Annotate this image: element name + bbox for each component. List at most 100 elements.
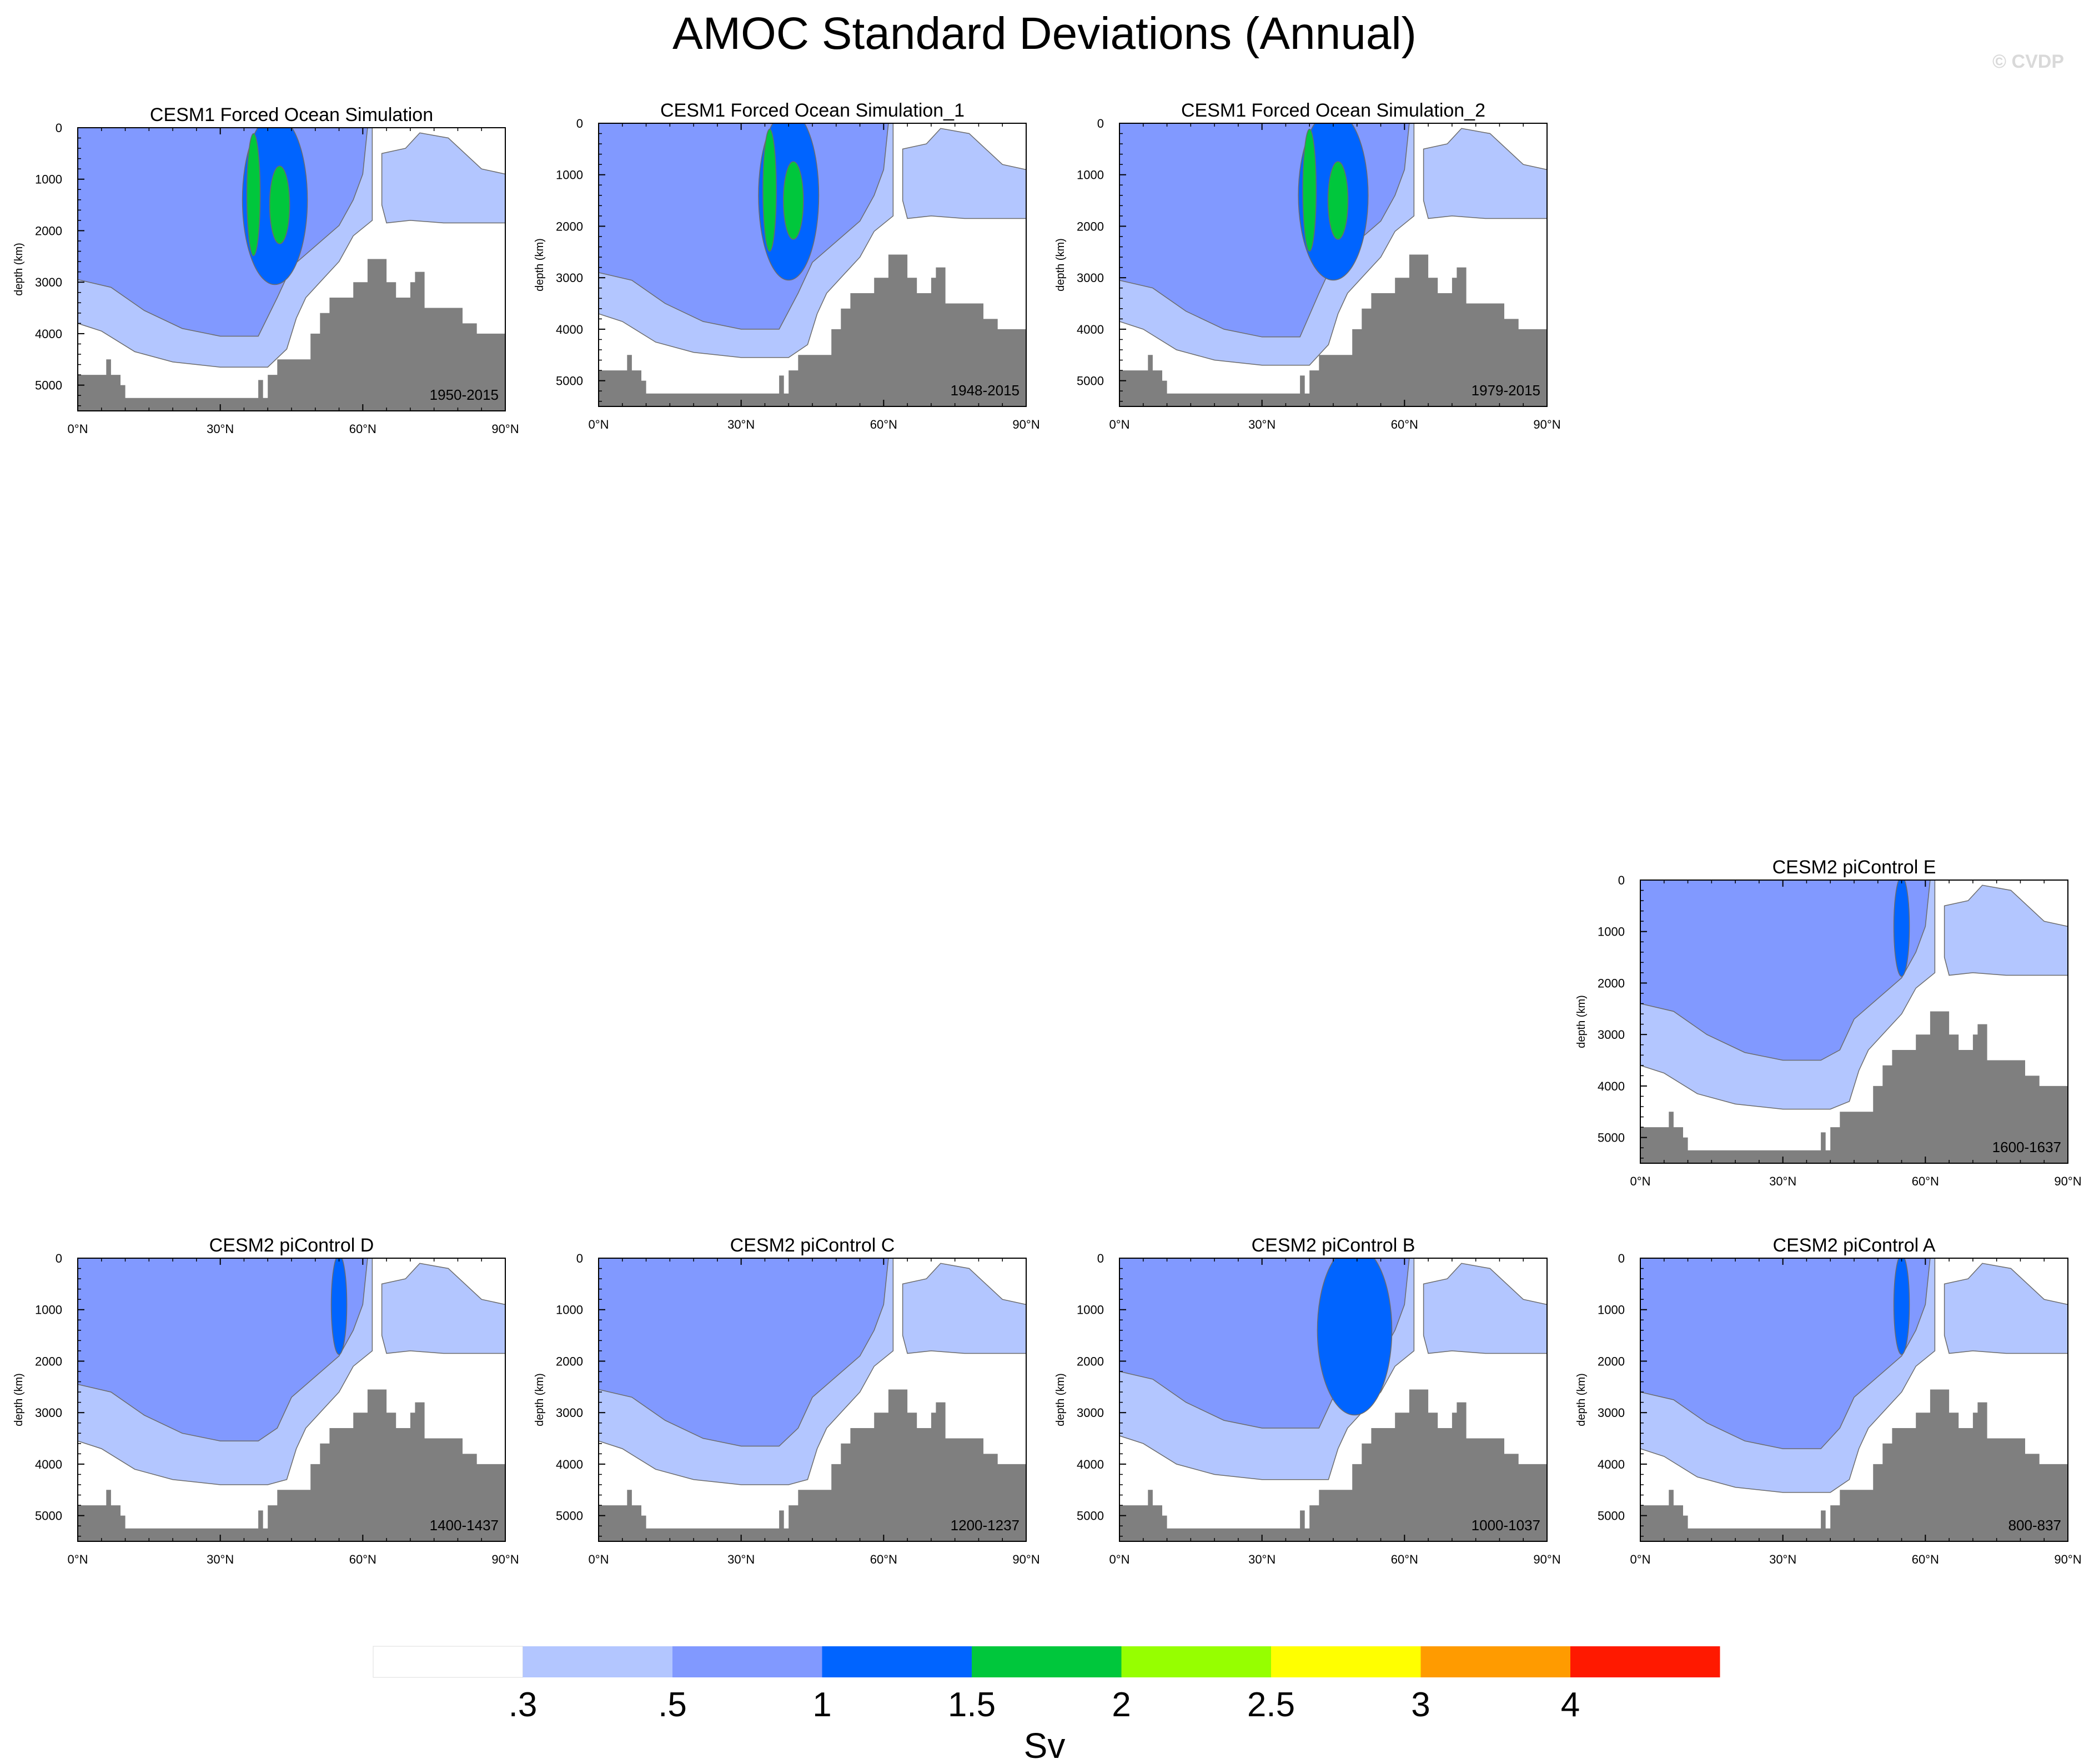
contour-level-4 [246,133,261,257]
y-tick-label: 1000 [1077,168,1104,182]
x-tick-label: 90°N [1533,418,1560,431]
y-tick-label: 3000 [556,1406,583,1420]
x-tick-label: 0°N [589,1552,609,1566]
y-axis-label: depth (km) [1575,995,1588,1048]
period-label: 1600-1637 [1992,1139,2061,1155]
contour-level-1-north [381,1263,505,1354]
contour-field [599,1258,1026,1541]
y-tick-label: 4000 [1077,323,1104,336]
x-tick-label: 30°N [1248,1552,1276,1566]
panel-title: CESM1 Forced Ocean Simulation_2 [1181,100,1485,121]
x-tick-label: 30°N [207,422,234,436]
colorbar-box [672,1646,822,1677]
y-tick-label: 1000 [556,1303,583,1317]
colorbar-tick-label: 4 [1561,1686,1580,1724]
contour-level-1-north [902,1263,1026,1354]
x-tick-label: 90°N [2054,1552,2081,1566]
y-tick-label: 5000 [1598,1509,1625,1523]
colorbar-box [822,1646,972,1677]
y-tick-label: 0 [576,1252,583,1265]
y-tick-label: 4000 [1598,1458,1625,1471]
x-tick-label: 60°N [349,1552,376,1566]
panel-title: CESM1 Forced Ocean Simulation_1 [660,100,965,121]
panel-cesm2-picontrol-a: CESM2 piControl A 0°N 30°N 60°N 90°N 0 1000 200… [1568,1230,2089,1586]
contour-level-2 [78,1258,368,1441]
y-tick-label: 3000 [1077,1406,1104,1420]
y-tick-label: 0 [1097,117,1104,130]
contour-level-3 [1893,1258,1910,1355]
y-axis-label: depth (km) [13,1373,25,1426]
panel-title: CESM2 piControl C [730,1235,895,1256]
y-tick-label: 1000 [1598,1303,1625,1317]
contour-level-4 [269,165,290,244]
period-label: 1200-1237 [951,1517,1020,1534]
y-tick-label: 2000 [556,1354,583,1368]
x-tick-label: 90°N [491,422,519,436]
colorbar-tick-label: .5 [658,1686,687,1724]
contour-level-1-north [1944,1263,2068,1354]
contour-level-2 [599,1258,889,1447]
y-tick-label: 4000 [1598,1079,1625,1093]
colorbar-box [523,1646,672,1677]
period-label: 1950-2015 [430,386,499,403]
panel-title: CESM2 piControl B [1252,1235,1415,1256]
x-tick-label: 0°N [1109,418,1130,431]
y-tick-label: 5000 [556,1509,583,1523]
x-tick-label: 0°N [68,422,88,436]
contour-level-3 [1893,880,1910,977]
y-axis-label: depth (km) [1054,238,1067,292]
period-label: 1000-1037 [1472,1517,1540,1534]
y-tick-label: 5000 [35,379,62,393]
contour-level-1-north [1423,1263,1547,1354]
panel-title: CESM2 piControl D [209,1235,374,1256]
y-tick-label: 0 [56,121,62,135]
y-tick-label: 2000 [1598,976,1625,990]
y-tick-label: 1000 [35,1303,62,1317]
colorbar-tick-label: 3 [1411,1686,1430,1724]
contour-level-1-north [1423,128,1547,219]
contour-field [1119,1258,1547,1541]
cvdp-watermark: © CVDP [1992,51,2064,72]
contour-field [78,128,505,411]
y-tick-label: 0 [576,117,583,130]
x-tick-label: 60°N [1391,418,1418,431]
x-tick-label: 90°N [1012,418,1040,431]
x-tick-label: 30°N [727,1552,755,1566]
y-axis-label: depth (km) [1054,1373,1067,1426]
y-tick-label: 4000 [1077,1458,1104,1471]
y-tick-label: 4000 [35,1458,62,1471]
contour-level-3 [330,1258,348,1355]
y-tick-label: 0 [56,1252,62,1265]
contour-level-1-north [1944,884,2068,976]
colorbar-box [972,1646,1122,1677]
panel-cesm2-picontrol-e: CESM2 piControl E 0°N 30°N 60°N 90°N 0 1000 200… [1568,852,2089,1208]
panel-cesm2-picontrol-c: CESM2 piControl C 0°N 30°N 60°N 90°N 0 1000 200… [526,1230,1059,1586]
panel-title: CESM2 piControl A [1773,1235,1936,1256]
x-tick-label: 90°N [2054,1174,2081,1188]
y-tick-label: 4000 [556,323,583,336]
contour-field [78,1258,505,1541]
colorbar-box [373,1646,523,1678]
colorbar: .3 .5 1 1.5 2 2.5 3 4 Sv [373,1646,1720,1764]
x-tick-label: 0°N [68,1552,88,1566]
period-label: 800-837 [2008,1517,2061,1534]
bathymetry-land [1119,254,1547,406]
y-tick-label: 5000 [35,1509,62,1523]
y-tick-label: 2000 [1077,1354,1104,1368]
colorbar-box [1570,1646,1720,1677]
x-tick-label: 30°N [1248,418,1276,431]
y-axis-label: depth (km) [534,1373,546,1426]
contour-level-1-north [902,128,1026,219]
contour-level-1-north [381,132,505,224]
contour-field [1640,1258,2068,1541]
colorbar-box [1121,1646,1271,1677]
y-tick-label: 5000 [556,374,583,388]
y-tick-label: 1000 [1598,925,1625,939]
x-tick-label: 60°N [870,1552,897,1566]
y-tick-label: 4000 [556,1458,583,1471]
x-tick-label: 0°N [1630,1174,1651,1188]
period-label: 1400-1437 [430,1517,499,1534]
y-tick-label: 2000 [1598,1354,1625,1368]
colorbar-box [1271,1646,1421,1677]
x-tick-label: 90°N [491,1552,519,1566]
